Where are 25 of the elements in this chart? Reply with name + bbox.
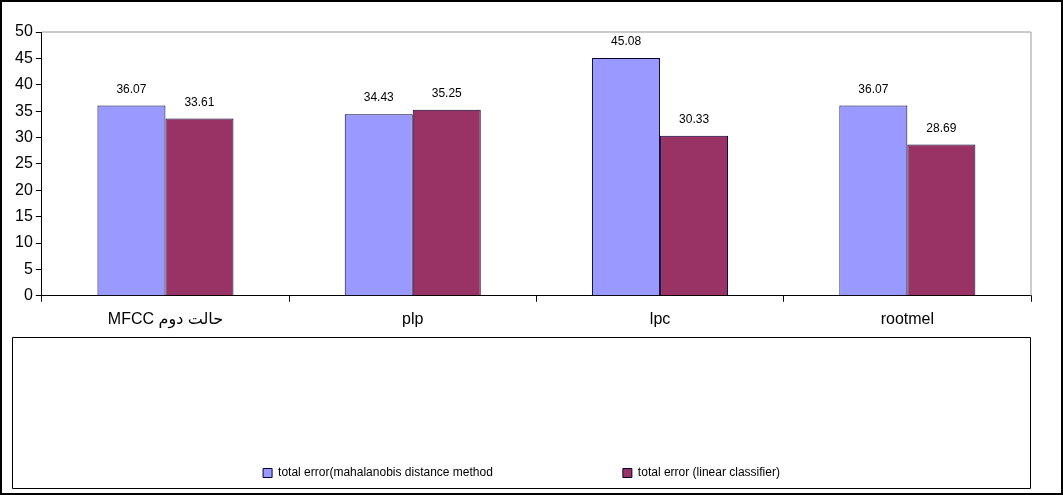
x-tick-label: rootmel bbox=[880, 309, 935, 327]
data-label: 36.07 bbox=[116, 81, 147, 96]
data-label: 36.07 bbox=[858, 81, 889, 96]
y-tick-label: 15 bbox=[15, 207, 33, 225]
y-tick-label: 30 bbox=[15, 127, 33, 145]
y-tick-label: 35 bbox=[15, 101, 33, 119]
y-tick-label: 20 bbox=[15, 180, 33, 198]
y-tick-label: 5 bbox=[23, 259, 33, 277]
x-tick-label: plp bbox=[402, 309, 424, 327]
legend-label: total error (linear classifier) bbox=[637, 465, 780, 480]
data-label: 34.43 bbox=[363, 90, 395, 105]
y-tick-label: 50 bbox=[15, 22, 33, 40]
data-label: 35.25 bbox=[431, 86, 463, 101]
data-label: 28.69 bbox=[926, 120, 957, 135]
y-tick-label: 0 bbox=[23, 286, 33, 304]
x-tick-label: lpc bbox=[649, 309, 671, 327]
y-tick-label: 40 bbox=[15, 75, 33, 93]
y-tick-label: 25 bbox=[15, 154, 33, 172]
legend-label: total error(mahalanobis distance method bbox=[278, 465, 493, 480]
y-tick-label: 45 bbox=[15, 48, 33, 66]
data-label: 33.61 bbox=[184, 94, 215, 109]
data-label: 30.33 bbox=[679, 112, 710, 127]
x-tick-label: MFCC حالت دوم bbox=[107, 309, 224, 329]
data-label: 45.08 bbox=[611, 34, 642, 49]
y-tick-label: 10 bbox=[15, 233, 33, 251]
